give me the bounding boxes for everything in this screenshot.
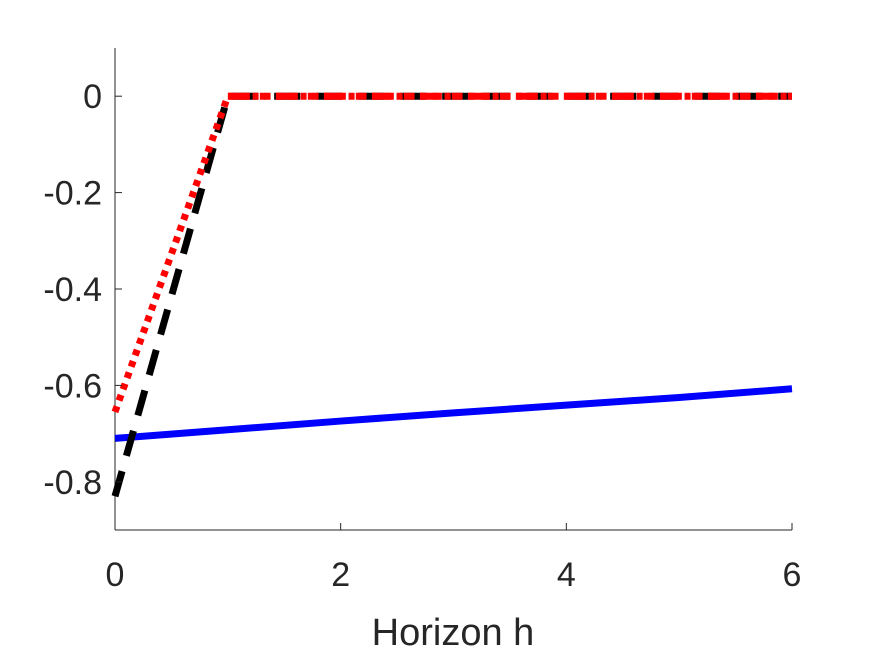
y-tick-label: -0.2 xyxy=(43,175,102,213)
series-line-1 xyxy=(114,385,793,442)
series-line-2 xyxy=(111,92,792,498)
y-tick-label: -0.8 xyxy=(43,464,102,502)
y-tick-label: 0 xyxy=(83,78,102,116)
series-line-3 xyxy=(111,92,792,414)
x-tick-label: 0 xyxy=(106,556,125,594)
axes xyxy=(114,48,792,531)
x-tick-label: 6 xyxy=(783,556,802,594)
x-tick-label: 4 xyxy=(557,556,576,594)
ticks-layer: 0 2 4 6 0 -0.2 -0.4 -0.6 -0.8 xyxy=(43,78,801,594)
y-tick-label: -0.4 xyxy=(43,271,102,309)
x-tick-label: 2 xyxy=(331,556,350,594)
series-layer xyxy=(111,92,793,498)
x-axis-label: Horizon h xyxy=(372,612,535,654)
y-tick-label: -0.6 xyxy=(43,367,102,405)
